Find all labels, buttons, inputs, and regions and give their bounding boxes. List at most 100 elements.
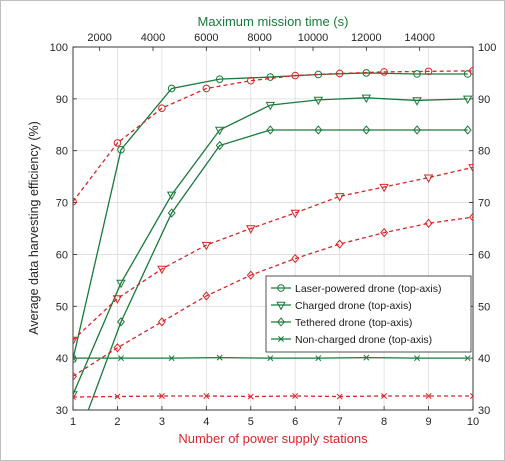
plot-series [73,67,473,410]
data-point [118,355,124,362]
y-tick-label: 30 [56,405,68,417]
data-point [168,355,175,362]
data-point [158,104,166,112]
legend: Laser-powered drone (top-axis) Charged dr… [265,275,472,353]
series-line [73,395,473,398]
data-point [424,67,433,76]
data-point [335,239,344,249]
x-tick-label: 8 [381,416,387,428]
series-6 [73,212,473,381]
data-point [463,125,472,135]
data-point [203,393,210,399]
data-point [412,97,422,106]
data-point [166,191,177,201]
data-point [73,371,77,381]
data-point [216,354,223,361]
data-point [265,101,276,111]
data-point [414,355,420,362]
data-point [116,279,126,289]
legend-box [265,275,472,353]
x-tick-label: 6 [292,416,298,428]
y-tick-label-right: 100 [478,42,496,54]
legend-entry: Charged drone (top-axis) [295,300,412,312]
data-point [336,393,343,400]
data-point [73,394,76,400]
data-point [202,291,211,301]
series-7 [73,393,473,400]
y-tick-label: 70 [56,198,68,210]
plot-frame [72,46,474,411]
data-point [73,355,77,363]
data-point [112,295,123,304]
x-tick-label: 9 [425,416,431,428]
x-tick-label: 3 [159,416,165,428]
data-point [290,209,300,219]
data-point [215,75,224,83]
top-tick-label: 14000 [404,32,435,44]
series-line [73,216,473,377]
data-point [246,76,255,85]
y-tick-label-right: 60 [478,249,490,261]
data-point [361,94,372,104]
axes: 1 2 3 4 5 6 7 8 9 10 2000 4000 6000 8000 10000 12000 140… [50,32,497,428]
data-point [291,71,300,80]
data-point [381,393,388,399]
y-tick-label: 60 [56,249,68,261]
data-point [167,208,176,218]
data-point [214,126,225,136]
data-point [469,67,473,75]
series-5 [73,164,473,346]
data-point [246,225,256,234]
data-point [291,253,300,264]
legend-entry: Laser-powered drone (top-axis) [295,283,442,295]
series-line [73,166,473,341]
x-tick-label: 10 [467,416,479,428]
data-point [362,125,371,135]
data-point [201,241,212,251]
y-axis-title: Average data harvesting efficiency (%) [27,121,41,335]
data-point [469,212,473,222]
x-axis-title: Number of power supply stations [178,431,368,446]
data-point [113,139,122,147]
data-point [157,265,167,275]
series-line [73,97,468,395]
data-point [247,393,254,400]
y-tick-label-right: 70 [478,198,490,210]
y-tick-label: 50 [56,301,68,313]
data-point [413,125,421,135]
data-point [73,355,76,362]
legend-entry: Non-charged drone (top-axis) [295,334,432,346]
data-point [267,355,274,362]
x-tick-label: 5 [248,416,254,428]
top-tick-label: 10000 [298,32,329,44]
data-point [470,393,473,399]
data-point [363,354,370,361]
data-point [246,270,255,280]
data-point [73,197,77,206]
y-tick-label: 90 [56,94,68,106]
data-point [379,183,389,193]
x-tick-label: 2 [114,416,120,428]
y-tick-label: 100 [50,42,68,54]
y-tick-label: 40 [56,353,68,365]
y-tick-label: 80 [56,146,68,158]
y-tick-label-right: 40 [478,353,490,365]
data-point [157,317,166,327]
data-point [423,174,434,184]
series-line [73,72,468,360]
data-point [468,164,473,173]
y-tick-label-right: 90 [478,94,490,106]
x-tick-label: 7 [337,416,343,428]
data-point [73,336,78,346]
data-point [167,84,176,93]
y-tick-label-right: 80 [478,146,490,158]
y-tick-label-right: 50 [478,301,490,313]
data-point [313,96,324,106]
data-point [314,125,323,135]
series-line [73,70,473,202]
x-tick-label: 1 [70,416,76,428]
top-tick-label: 4000 [141,32,165,44]
legend-marker [278,336,284,342]
data-point [464,355,471,362]
data-point [424,218,433,228]
